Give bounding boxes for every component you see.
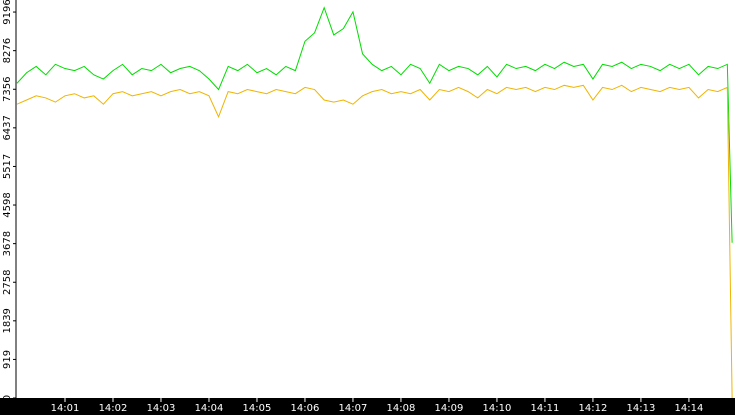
x-tick-label: 14:03 — [147, 403, 176, 414]
y-tick-label: 1839 — [2, 308, 13, 333]
y-tick-label: 9196 — [2, 0, 13, 25]
y-tick-label: 8276 — [2, 38, 13, 63]
y-tick-label: 4598 — [2, 192, 13, 217]
y-tick-label: 2758 — [2, 270, 13, 295]
y-tick-label: 0 — [2, 395, 13, 401]
y-tick-label: 5517 — [2, 154, 13, 179]
x-tick-label: 14:04 — [195, 403, 224, 414]
x-tick-label: 14:12 — [579, 403, 608, 414]
x-tick-label: 14:09 — [435, 403, 464, 414]
series-line — [16, 84, 733, 399]
x-tick-label: 14:01 — [51, 403, 80, 414]
x-tick-label: 14:02 — [99, 403, 128, 414]
y-tick-label: 6437 — [2, 115, 13, 140]
series-line — [16, 6, 733, 243]
y-tick-label: 919 — [2, 350, 13, 369]
x-tick-label: 14:10 — [483, 403, 512, 414]
x-tick-label: 14:11 — [531, 403, 560, 414]
x-tick-label: 14:08 — [387, 403, 416, 414]
y-tick-label: 3678 — [2, 231, 13, 256]
x-tick-label: 14:06 — [291, 403, 320, 414]
x-tick-label: 14:13 — [627, 403, 656, 414]
y-tick-label: 7356 — [2, 77, 13, 102]
x-axis-band — [0, 398, 735, 415]
x-tick-label: 14:05 — [243, 403, 272, 414]
x-tick-label: 14:14 — [675, 403, 704, 414]
x-tick-label: 14:07 — [339, 403, 368, 414]
